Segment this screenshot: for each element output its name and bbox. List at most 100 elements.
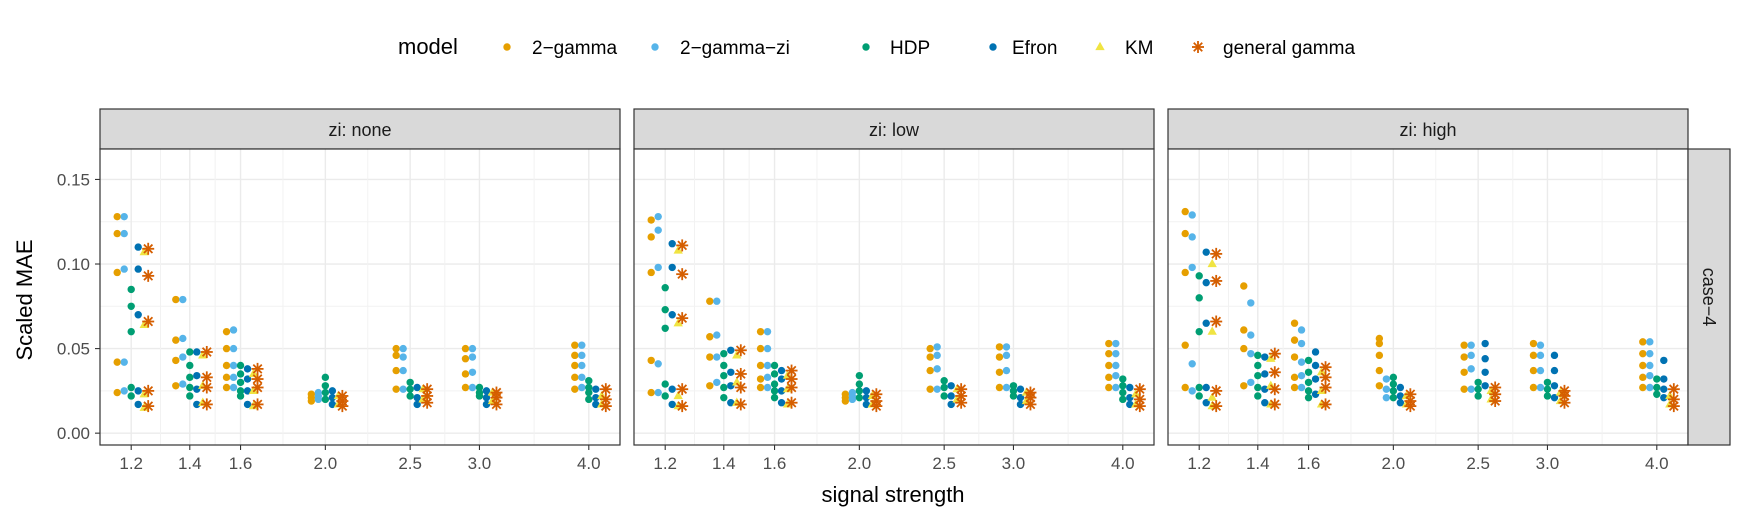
data-point-Efron bbox=[777, 366, 786, 375]
data-point-2-gamma-zi bbox=[1112, 361, 1120, 370]
data-point-2-gamma bbox=[647, 388, 655, 397]
data-point-Efron bbox=[862, 387, 871, 395]
data-point-2-gamma bbox=[647, 356, 655, 365]
data-point-Efron bbox=[947, 382, 955, 390]
marker-stroke bbox=[1211, 385, 1222, 396]
data-point-Efron bbox=[482, 387, 491, 395]
data-point-2-gamma-zi bbox=[1188, 233, 1196, 241]
data-point-Efron bbox=[1550, 382, 1559, 390]
data-point-HDP bbox=[1474, 392, 1482, 400]
data-point-2-gamma bbox=[756, 375, 765, 383]
data-point-general-gamma bbox=[142, 384, 155, 397]
data-point-2-gamma bbox=[172, 382, 180, 390]
legend-label: Efron bbox=[1012, 38, 1057, 59]
data-point-general-gamma bbox=[1558, 396, 1571, 409]
data-point-2-gamma-zi bbox=[933, 365, 941, 373]
data-point-HDP bbox=[585, 388, 593, 397]
data-point-2-gamma bbox=[172, 295, 180, 304]
data-point-HDP bbox=[1389, 373, 1398, 382]
data-point-KM bbox=[248, 385, 259, 394]
data-point-general-gamma bbox=[142, 400, 155, 413]
marker-stroke bbox=[1134, 401, 1145, 411]
data-point-2-gamma-zi bbox=[1467, 341, 1475, 349]
data-point-Efron bbox=[1311, 375, 1320, 383]
data-point-2-gamma bbox=[461, 370, 470, 378]
data-point-general-gamma bbox=[200, 371, 213, 384]
data-point-2-gamma-zi bbox=[713, 297, 721, 305]
data-point-HDP bbox=[1254, 371, 1262, 380]
data-point-2-gamma-zi bbox=[229, 361, 238, 370]
data-point-2-gamma-zi bbox=[1536, 341, 1545, 349]
data-point-general-gamma bbox=[200, 345, 213, 358]
data-point-2-gamma-zi bbox=[933, 351, 941, 360]
data-point-HDP bbox=[1543, 378, 1552, 387]
marker-stroke bbox=[786, 374, 797, 384]
data-point-2-gamma-zi bbox=[314, 395, 323, 404]
legend-title: model bbox=[398, 34, 458, 59]
data-point-2-gamma bbox=[571, 351, 579, 360]
marker-stroke bbox=[677, 313, 688, 324]
data-point-HDP bbox=[1254, 361, 1262, 370]
data-point-Efron bbox=[193, 371, 201, 380]
data-point-general-gamma bbox=[1319, 371, 1332, 384]
marker-stroke bbox=[1211, 316, 1222, 327]
data-point-HDP bbox=[1653, 390, 1661, 398]
data-point-Efron bbox=[134, 387, 142, 395]
data-point-2-gamma-zi bbox=[1646, 383, 1654, 392]
data-point-Efron bbox=[668, 240, 676, 248]
data-point-2-gamma-zi bbox=[1002, 383, 1011, 392]
data-point-Efron bbox=[592, 385, 600, 393]
data-point-2-gamma-zi bbox=[933, 385, 941, 393]
data-point-2-gamma-zi bbox=[179, 295, 187, 304]
data-point-2-gamma-zi bbox=[179, 353, 187, 361]
data-point-2-gamma-zi bbox=[1112, 371, 1120, 380]
data-point-Efron bbox=[862, 393, 871, 402]
panel-strip-label: zi: none bbox=[328, 120, 391, 140]
legend-entry-2-gamma-zi: 2−gamma−zi bbox=[651, 38, 790, 59]
marker-stroke bbox=[1211, 401, 1222, 411]
data-point-2-gamma-zi bbox=[763, 344, 772, 353]
data-point-HDP bbox=[1304, 393, 1313, 402]
data-point-HDP bbox=[236, 392, 245, 400]
data-point-Efron bbox=[1016, 393, 1025, 402]
data-point-2-gamma bbox=[647, 216, 655, 224]
data-point-HDP bbox=[1119, 395, 1127, 404]
data-point-2-gamma-zi bbox=[713, 353, 721, 361]
x-axis-panel-1: 1.2 1.4 1.6 2.0 2.5 3.0 4.0 bbox=[119, 445, 601, 473]
data-point-2-gamma-zi bbox=[1646, 349, 1654, 358]
data-point-HDP bbox=[475, 392, 484, 400]
data-point-HDP bbox=[585, 395, 593, 404]
data-point-2-gamma-zi bbox=[1112, 349, 1120, 358]
data-point-HDP bbox=[1009, 382, 1018, 390]
data-point-HDP bbox=[1389, 387, 1398, 395]
data-point-2-gamma-zi bbox=[120, 387, 128, 395]
marker-stroke bbox=[1211, 248, 1222, 259]
data-point-2-gamma bbox=[1639, 383, 1647, 392]
data-point-Efron bbox=[1660, 356, 1668, 365]
data-point-HDP bbox=[770, 370, 779, 378]
data-point-2-gamma-zi bbox=[120, 229, 128, 238]
data-point-2-gamma-zi bbox=[763, 327, 772, 336]
data-point-2-gamma bbox=[926, 353, 934, 361]
data-point-2-gamma bbox=[706, 382, 714, 390]
marker-stroke bbox=[201, 399, 212, 410]
data-point-2-gamma bbox=[1529, 351, 1538, 360]
marker-stroke bbox=[143, 243, 154, 254]
data-point-2-gamma bbox=[1529, 339, 1538, 348]
data-point-KM bbox=[1207, 258, 1217, 268]
data-point-HDP bbox=[855, 387, 864, 395]
data-point-Efron bbox=[328, 387, 337, 395]
data-point-general-gamma bbox=[870, 400, 883, 413]
data-point-2-gamma bbox=[461, 383, 470, 392]
marker-stroke bbox=[1320, 372, 1331, 383]
data-point-HDP bbox=[321, 395, 330, 404]
data-point-2-gamma-zi bbox=[468, 344, 477, 353]
x-tick-label: 1.2 bbox=[119, 454, 143, 473]
data-point-Efron bbox=[1311, 348, 1320, 356]
data-point-2-gamma bbox=[756, 361, 765, 370]
data-point-2-gamma-zi bbox=[1467, 385, 1475, 393]
data-point-2-gamma-zi bbox=[1002, 366, 1011, 375]
data-point-2-gamma-zi bbox=[1646, 338, 1654, 346]
data-point-Efron bbox=[134, 400, 142, 409]
x-tick-label: 3.0 bbox=[468, 454, 492, 473]
